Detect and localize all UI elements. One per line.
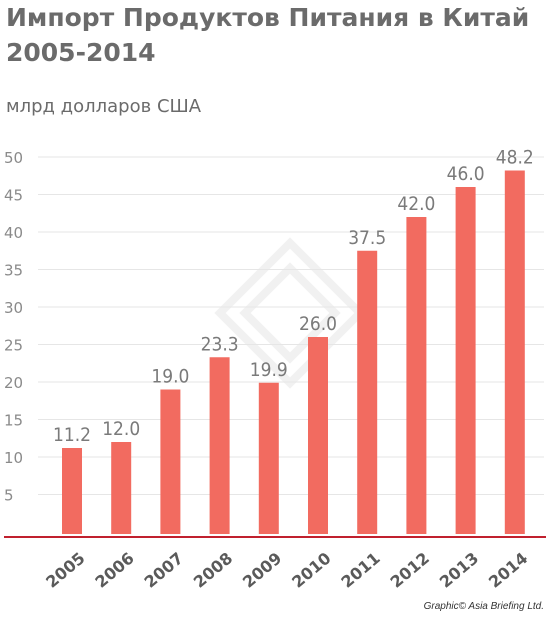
x-tick-label-2013: 2013: [436, 549, 482, 592]
x-tick-label-2006: 2006: [91, 549, 137, 592]
x-tick-label-2009: 2009: [239, 549, 285, 592]
x-tick-label-2014: 2014: [485, 549, 531, 592]
chart-title: Импорт Продуктов Питания в Китай 2005-20…: [6, 0, 546, 70]
value-label-2013: 46.0: [447, 163, 485, 185]
y-tick-label-40: 40: [4, 224, 23, 242]
value-label-2006: 12.0: [102, 418, 140, 440]
x-tick-label-2005: 2005: [42, 549, 88, 592]
bar-2007: [160, 389, 181, 534]
bar-2005: [62, 448, 82, 534]
value-label-2010: 26.0: [299, 313, 337, 335]
bar-2008: [209, 357, 230, 534]
y-tick-label-10: 10: [4, 449, 23, 467]
value-label-2012: 42.0: [397, 193, 435, 215]
bar-2013: [455, 187, 476, 534]
value-label-2005: 11.2: [53, 424, 91, 446]
y-tick-label-45: 45: [4, 187, 23, 205]
bar-2012: [406, 217, 427, 534]
y-tick-label-20: 20: [4, 374, 23, 392]
y-tick-label-15: 15: [4, 412, 23, 430]
value-label-2014: 48.2: [496, 147, 534, 169]
credit-text: Graphic© Asia Briefing Ltd.: [423, 601, 544, 612]
bar-2011: [357, 250, 378, 534]
x-tick-label-2012: 2012: [387, 549, 433, 592]
x-tick-label-2007: 2007: [141, 549, 187, 592]
value-label-2009: 19.9: [250, 359, 288, 381]
y-tick-label-35: 35: [4, 262, 23, 280]
y-tick-label-5: 5: [4, 487, 14, 505]
value-label-2008: 23.3: [201, 333, 239, 355]
x-tick-label-2011: 2011: [337, 549, 383, 592]
x-tick-label-2010: 2010: [288, 549, 334, 592]
bar-2014: [504, 170, 525, 534]
chart-title-line1: Импорт Продуктов Питания в Китай: [6, 3, 530, 32]
y-tick-label-30: 30: [4, 299, 23, 317]
y-tick-label-25: 25: [4, 337, 23, 355]
watermark-logo: [214, 237, 366, 389]
bar-2010: [308, 337, 328, 534]
value-label-2007: 19.0: [151, 366, 189, 388]
chart-title-line2: 2005-2014: [6, 38, 156, 67]
bar-2006: [111, 442, 132, 534]
bar-2009: [258, 382, 279, 534]
value-label-2011: 37.5: [348, 227, 386, 249]
x-tick-label-2008: 2008: [190, 549, 236, 592]
unit-label: млрд долларов США: [6, 96, 202, 117]
y-tick-label-50: 50: [4, 149, 23, 167]
